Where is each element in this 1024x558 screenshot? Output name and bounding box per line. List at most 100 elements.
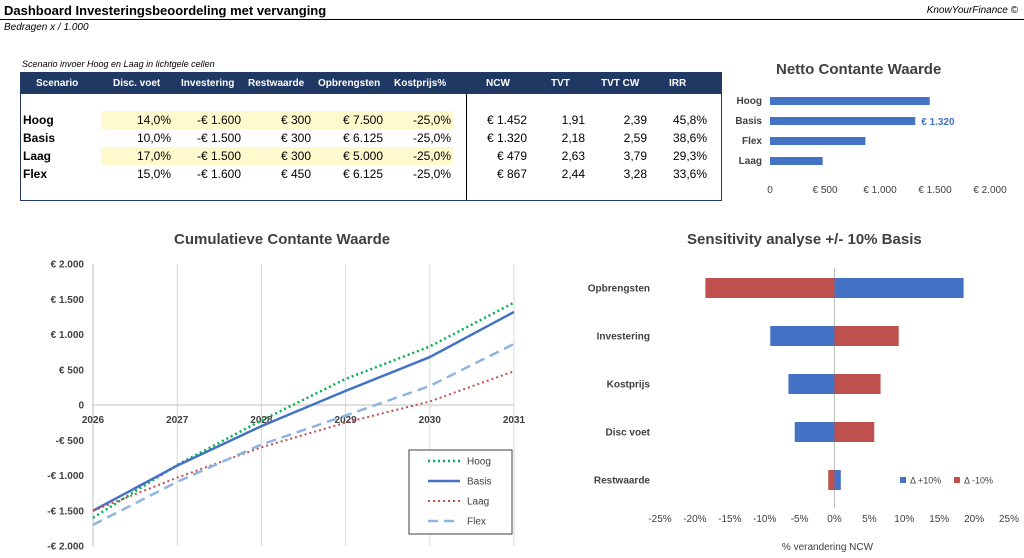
cell-rest[interactable]: € 300 [280, 149, 311, 163]
cell-irr: 45,8% [672, 113, 707, 127]
x-tick-label: -5% [791, 514, 809, 525]
cell-tvtcw: 3,28 [623, 167, 647, 181]
y-tick-label: 0 [78, 401, 84, 412]
y-tick-label: -€ 2.000 [47, 542, 84, 553]
x-tick-label: 2029 [334, 415, 357, 426]
cell-tvtcw: 2,39 [623, 113, 647, 127]
bar-hoog [770, 97, 930, 105]
dashboard-title: Dashboard Investeringsbeoordeling met ve… [4, 3, 327, 18]
category-label-laag: Laag [739, 156, 762, 167]
cumulative-line-chart: € 2.000 € 1.500 € 1.000 € 500 0 -€ 500 -€ 1.00… [47, 260, 526, 553]
col-header-scenario: Scenario [36, 78, 79, 89]
cell-tvt: 1,91 [561, 113, 585, 127]
cell-tvt: 2,44 [561, 167, 585, 181]
bar-investering-pos-minus10 [834, 326, 899, 346]
bar-laag [770, 157, 823, 165]
cell-opb: € 6.125 [342, 131, 383, 145]
cell-rest: € 450 [280, 167, 311, 181]
chart-legend: Hoog Basis Laag Flex [408, 449, 513, 535]
x-tick-label: 10% [894, 514, 914, 525]
y-tick-label: -€ 500 [56, 436, 85, 447]
x-tick-label: 0% [827, 514, 842, 525]
cell-tvt: 2,18 [561, 131, 585, 145]
x-tick-label: 15% [929, 514, 949, 525]
legend-label-laag: Laag [467, 497, 489, 508]
x-axis-label: % verandering NCW [782, 542, 874, 553]
bar-restwaarde-pos-plus10 [834, 470, 841, 490]
cell-kost: -25,0% [412, 167, 451, 181]
cell-rest[interactable]: € 300 [280, 113, 311, 127]
input-highlight [101, 147, 453, 165]
cell-irr: 38,6% [672, 131, 707, 145]
cell-opb: € 6.125 [342, 167, 383, 181]
x-tick-label: € 1.000 [863, 185, 897, 196]
x-tick-label: 2028 [250, 415, 273, 426]
cell-disc[interactable]: 14,0% [136, 113, 171, 127]
x-tick-label: -25% [648, 514, 671, 525]
cell-inv: -€ 1.600 [196, 167, 241, 181]
category-label-opbrengsten: Opbrengsten [588, 284, 650, 295]
x-tick-label: 0 [767, 185, 773, 196]
cell-inv[interactable]: -€ 1.500 [196, 149, 241, 163]
x-tick-label: 2027 [166, 415, 189, 426]
x-tick-label: 25% [999, 514, 1019, 525]
bar-kostprijs-neg-plus10 [788, 374, 835, 394]
header-divider [0, 19, 1024, 20]
table-row: Basis 10,0% -€ 1.500 € 300 € 6.125 -25,0% € 1.… [21, 129, 721, 147]
x-tick-label: -15% [718, 514, 741, 525]
col-header-kostprijs: Kostprijs% [394, 78, 447, 89]
cell-kost[interactable]: -25,0% [412, 149, 451, 163]
sensitivity-chart-title: Sensitivity analyse +/- 10% Basis [687, 231, 922, 248]
ncw-bar-chart: 0 € 500 € 1.000 € 1.500 € 2.000 Hoog Basis € 1.… [735, 96, 1007, 196]
ncw-chart-title: Netto Contante Waarde [776, 61, 942, 78]
cell-tvtcw: 3,79 [623, 149, 647, 163]
cell-scenario: Hoog [23, 113, 54, 127]
cell-opb[interactable]: € 7.500 [342, 113, 383, 127]
table-row: Flex 15,0% -€ 1.600 € 450 € 6.125 -25,0% € 867… [21, 165, 721, 183]
cell-disc: 15,0% [136, 167, 171, 181]
col-header-ncw: NCW [486, 78, 510, 89]
legend-swatch-minus10 [954, 477, 960, 483]
table-column-divider [466, 94, 467, 200]
category-label-disc-voet: Disc voet [606, 428, 651, 439]
bar-opbrengsten-pos-plus10 [834, 278, 964, 298]
bar-disc-voet-pos-minus10 [834, 422, 875, 442]
category-label-kostprijs: Kostprijs [607, 380, 651, 391]
cell-opb[interactable]: € 5.000 [342, 149, 383, 163]
x-tick-label: 20% [964, 514, 984, 525]
cumulative-chart-title: Cumulatieve Contante Waarde [174, 231, 391, 248]
series-line-basis [92, 310, 515, 512]
table-row: Laag 17,0% -€ 1.500 € 300 € 5.000 -25,0% € 479… [21, 147, 721, 165]
cell-ncw: € 1.452 [486, 113, 527, 127]
sensitivity-legend: Δ +10% Δ -10% [900, 476, 993, 486]
legend-label-plus10: Δ +10% [910, 476, 941, 486]
category-label-investering: Investering [597, 332, 650, 343]
x-tick-label: 2031 [503, 415, 526, 426]
cell-inv: -€ 1.500 [196, 131, 241, 145]
cell-irr: 29,3% [672, 149, 707, 163]
x-tick-label: 5% [862, 514, 877, 525]
col-header-investering: Investering [181, 78, 235, 89]
data-label-basis: € 1.320 [921, 117, 955, 128]
cell-rest: € 300 [280, 131, 311, 145]
col-header-irr: IRR [669, 78, 687, 89]
category-label-restwaarde: Restwaarde [594, 476, 651, 487]
legend-label-basis: Basis [467, 477, 491, 488]
cell-disc[interactable]: 17,0% [136, 149, 171, 163]
y-tick-label: € 500 [59, 365, 84, 376]
cell-kost[interactable]: -25,0% [412, 113, 451, 127]
input-highlight [101, 111, 453, 129]
cell-tvt: 2,63 [561, 149, 585, 163]
cell-scenario: Flex [23, 167, 48, 181]
legend-label-flex: Flex [467, 517, 486, 528]
bar-disc-voet-neg-plus10 [794, 422, 835, 442]
category-label-basis: Basis [735, 116, 762, 127]
bar-kostprijs-pos-minus10 [834, 374, 881, 394]
col-header-opbrengsten: Opbrengsten [318, 78, 381, 89]
series-line-flex [92, 342, 515, 526]
table-row: Hoog 14,0% -€ 1.600 € 300 € 7.500 -25,0% € 1.4… [21, 111, 721, 129]
cell-inv[interactable]: -€ 1.600 [196, 113, 241, 127]
legend-label-hoog: Hoog [467, 457, 491, 468]
table-header: Scenario Disc. voet Investering Restwaar… [21, 73, 721, 94]
cell-scenario: Basis [23, 131, 56, 145]
